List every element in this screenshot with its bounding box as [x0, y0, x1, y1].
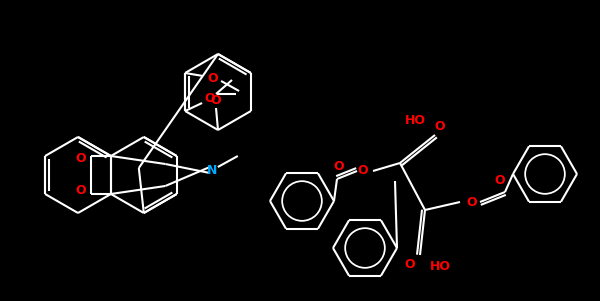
Text: O: O: [404, 259, 415, 272]
Text: HO: HO: [404, 114, 425, 128]
Text: O: O: [494, 173, 505, 187]
Text: O: O: [76, 153, 86, 166]
Text: O: O: [358, 165, 368, 178]
Text: O: O: [208, 72, 218, 85]
Text: N: N: [206, 163, 217, 176]
Text: O: O: [76, 185, 86, 197]
Text: O: O: [334, 160, 344, 173]
Text: HO: HO: [430, 260, 451, 274]
Text: O: O: [467, 196, 478, 209]
Text: O: O: [434, 120, 445, 134]
Text: O: O: [211, 94, 221, 107]
Text: O: O: [205, 92, 215, 105]
